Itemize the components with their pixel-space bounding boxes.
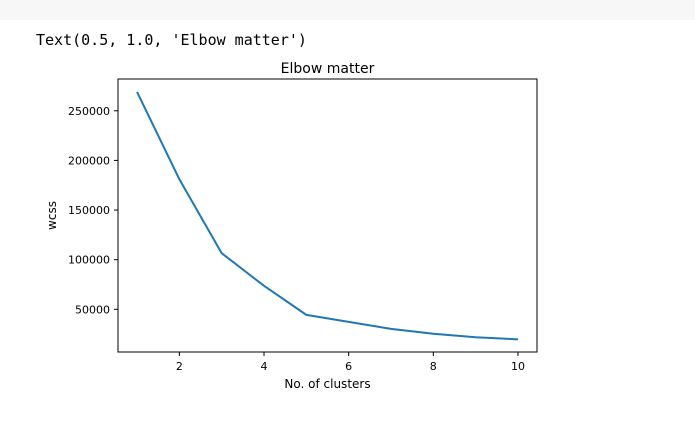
x-tick-label: 10: [511, 360, 525, 373]
y-tick-label: 100000: [68, 254, 110, 267]
x-axis-label: No. of clusters: [284, 377, 370, 391]
cell-top-bar: [0, 0, 695, 20]
y-tick-label: 200000: [68, 154, 110, 167]
y-tick-label: 150000: [68, 204, 110, 217]
y-axis-label: wcss: [45, 201, 59, 230]
plot-area: 2 4 6 8 10 50000 100000 150000 200000 250000: [68, 78, 538, 373]
y-tick-label: 50000: [75, 303, 110, 316]
cell-output-text: Text(0.5, 1.0, 'Elbow matter'): [36, 31, 307, 49]
y-tick-label: 250000: [68, 105, 110, 118]
series-line: [136, 91, 519, 341]
x-tick-label: 6: [345, 360, 352, 373]
x-tick-label: 4: [261, 360, 268, 373]
x-tick-label: 2: [176, 360, 183, 373]
x-tick-label: 8: [430, 360, 437, 373]
chart-title: Elbow matter: [281, 61, 375, 77]
plot-frame: [117, 78, 538, 353]
